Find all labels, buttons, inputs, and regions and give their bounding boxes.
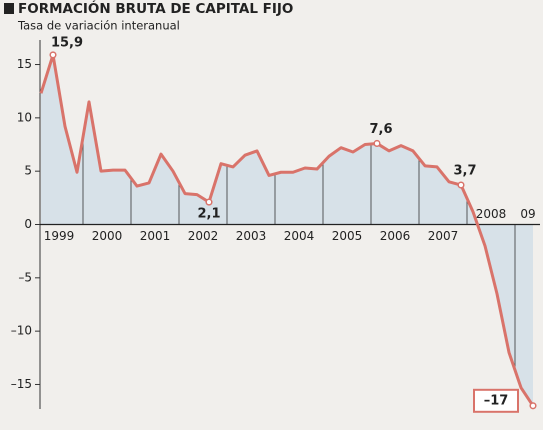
x-tick-label: 1999 (44, 229, 75, 243)
y-tick-label: 10 (17, 110, 32, 124)
y-tick-label: 15 (17, 57, 32, 71)
x-tick-label: 09 (520, 207, 535, 221)
point-marker (457, 181, 465, 189)
label-box (473, 388, 519, 413)
value-label: 15,9 (51, 35, 83, 50)
x-tick-label: 2002 (188, 229, 219, 243)
x-tick-label: 2008 (476, 207, 507, 221)
y-tick-label: 0 (24, 217, 32, 231)
value-label: 3,7 (453, 164, 476, 179)
point-marker (205, 198, 213, 206)
point-marker (49, 51, 57, 59)
point-marker (373, 139, 381, 147)
x-tick-label: 2003 (236, 229, 267, 243)
x-tick-label: 2007 (428, 229, 459, 243)
y-tick-label: –5 (18, 270, 32, 284)
y-tick-label: 5 (24, 164, 32, 178)
value-label: –17 (484, 393, 509, 408)
chart-subtitle: Tasa de variación interanual (17, 19, 180, 33)
value-label: 2,1 (197, 207, 220, 222)
x-tick-label: 2006 (380, 229, 411, 243)
line (39, 53, 535, 407)
x-tick-label: 2004 (284, 229, 315, 243)
point-marker (529, 402, 537, 410)
x-tick-label: 2005 (332, 229, 363, 243)
y-tick-label: –15 (11, 377, 32, 391)
chart-title: FORMACIÓN BRUTA DE CAPITAL FIJO (18, 0, 293, 17)
y-tick-label: –10 (11, 324, 32, 338)
x-tick-label: 2001 (140, 229, 171, 243)
value-label: 7,6 (369, 122, 392, 137)
title-marker (4, 3, 14, 14)
x-tick-label: 2000 (92, 229, 123, 243)
